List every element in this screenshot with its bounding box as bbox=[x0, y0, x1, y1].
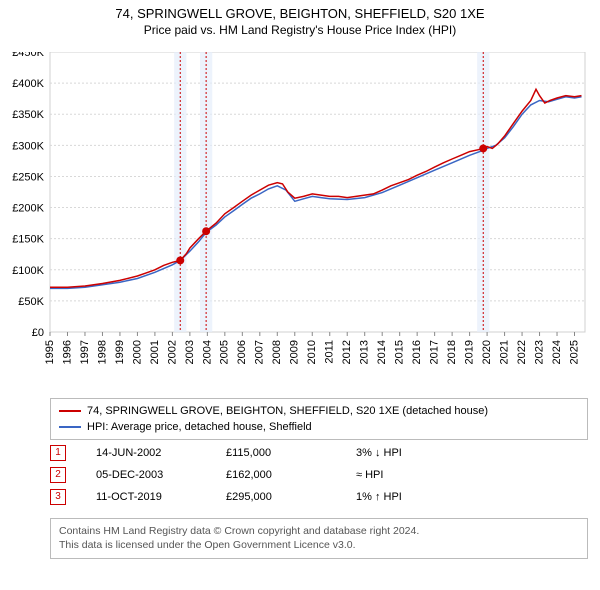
transaction-date: 11-OCT-2019 bbox=[96, 491, 226, 503]
x-tick-label: 2004 bbox=[201, 340, 213, 364]
x-tick-label: 2013 bbox=[359, 340, 371, 364]
transaction-price: £162,000 bbox=[226, 469, 356, 481]
transaction-delta: 3% ↓ HPI bbox=[356, 447, 476, 459]
chart-subtitle: Price paid vs. HM Land Registry's House … bbox=[0, 23, 600, 37]
y-tick-label: £150K bbox=[12, 234, 44, 246]
x-tick-label: 2006 bbox=[236, 340, 248, 364]
transaction-price: £115,000 bbox=[226, 447, 356, 459]
transaction-delta: 1% ↑ HPI bbox=[356, 491, 476, 503]
x-tick-label: 1995 bbox=[44, 340, 56, 364]
transaction-row-marker: 3 bbox=[50, 489, 66, 505]
x-tick-label: 2019 bbox=[464, 340, 476, 364]
x-tick-label: 2023 bbox=[533, 340, 545, 364]
x-tick-label: 2012 bbox=[341, 340, 353, 364]
transaction-date: 14-JUN-2002 bbox=[96, 447, 226, 459]
transaction-row: 3 11-OCT-2019£295,0001% ↑ HPI bbox=[50, 486, 588, 508]
transactions-table: 1 14-JUN-2002£115,0003% ↓ HPI 2 05-DEC-2003… bbox=[50, 442, 588, 508]
legend-label: HPI: Average price, detached house, Shef… bbox=[87, 421, 312, 433]
y-tick-label: £450K bbox=[12, 52, 44, 59]
y-tick-label: £200K bbox=[12, 203, 44, 215]
x-tick-label: 2025 bbox=[568, 340, 580, 364]
chart-title: 74, SPRINGWELL GROVE, BEIGHTON, SHEFFIEL… bbox=[0, 6, 600, 21]
y-tick-label: £400K bbox=[12, 78, 44, 90]
x-tick-label: 2003 bbox=[184, 340, 196, 364]
x-tick-label: 2007 bbox=[254, 340, 266, 364]
footer-line-1: Contains HM Land Registry data © Crown c… bbox=[59, 525, 579, 539]
chart-area: £0 £50K £100K £150K £200K £250K £300K £350K £400… bbox=[0, 52, 600, 392]
x-tick-label: 2022 bbox=[516, 340, 528, 364]
x-tick-label: 1998 bbox=[96, 340, 108, 364]
legend-item: 74, SPRINGWELL GROVE, BEIGHTON, SHEFFIEL… bbox=[59, 403, 579, 419]
x-tick-label: 2002 bbox=[166, 340, 178, 364]
x-tick-label: 1996 bbox=[61, 340, 73, 364]
transaction-marker bbox=[176, 256, 184, 264]
x-tick-label: 2009 bbox=[289, 340, 301, 364]
transaction-marker bbox=[202, 227, 210, 235]
x-tick-label: 2000 bbox=[131, 340, 143, 364]
transaction-row: 1 14-JUN-2002£115,0003% ↓ HPI bbox=[50, 442, 588, 464]
y-tick-label: £350K bbox=[12, 109, 44, 121]
legend-swatch bbox=[59, 426, 81, 428]
y-tick-label: £50K bbox=[18, 296, 44, 308]
transaction-date: 05-DEC-2003 bbox=[96, 469, 226, 481]
transaction-row-marker: 1 bbox=[50, 445, 66, 461]
x-tick-label: 1999 bbox=[114, 340, 126, 364]
x-tick-label: 2010 bbox=[306, 340, 318, 364]
x-tick-label: 2021 bbox=[498, 340, 510, 364]
y-tick-label: £300K bbox=[12, 140, 44, 152]
transaction-row: 2 05-DEC-2003£162,000≈ HPI bbox=[50, 464, 588, 486]
x-tick-label: 2017 bbox=[429, 340, 441, 364]
x-tick-label: 2020 bbox=[481, 340, 493, 364]
transaction-row-marker: 2 bbox=[50, 467, 66, 483]
x-tick-label: 1997 bbox=[79, 340, 91, 364]
chart-svg: £0 £50K £100K £150K £200K £250K £300K £350K £400… bbox=[0, 52, 600, 392]
y-tick-label: £100K bbox=[12, 265, 44, 277]
transaction-marker bbox=[479, 144, 487, 152]
x-tick-label: 2001 bbox=[149, 340, 161, 364]
x-tick-label: 2024 bbox=[551, 340, 563, 364]
legend-swatch bbox=[59, 410, 81, 412]
footer-line-2: This data is licensed under the Open Gov… bbox=[59, 539, 579, 553]
x-tick-label: 2016 bbox=[411, 340, 423, 364]
x-tick-label: 2011 bbox=[324, 340, 336, 364]
chart-container: 74, SPRINGWELL GROVE, BEIGHTON, SHEFFIEL… bbox=[0, 6, 600, 590]
x-tick-label: 2008 bbox=[271, 340, 283, 364]
y-tick-label: £250K bbox=[12, 171, 44, 183]
x-tick-label: 2015 bbox=[394, 340, 406, 364]
x-tick-label: 2005 bbox=[219, 340, 231, 364]
legend-label: 74, SPRINGWELL GROVE, BEIGHTON, SHEFFIEL… bbox=[87, 405, 488, 417]
transaction-delta: ≈ HPI bbox=[356, 469, 476, 481]
legend-item: HPI: Average price, detached house, Shef… bbox=[59, 419, 579, 435]
footer-attribution: Contains HM Land Registry data © Crown c… bbox=[50, 518, 588, 559]
transaction-price: £295,000 bbox=[226, 491, 356, 503]
x-tick-label: 2014 bbox=[376, 340, 388, 364]
legend: 74, SPRINGWELL GROVE, BEIGHTON, SHEFFIEL… bbox=[50, 398, 588, 440]
x-tick-label: 2018 bbox=[446, 340, 458, 364]
y-tick-label: £0 bbox=[32, 327, 44, 339]
